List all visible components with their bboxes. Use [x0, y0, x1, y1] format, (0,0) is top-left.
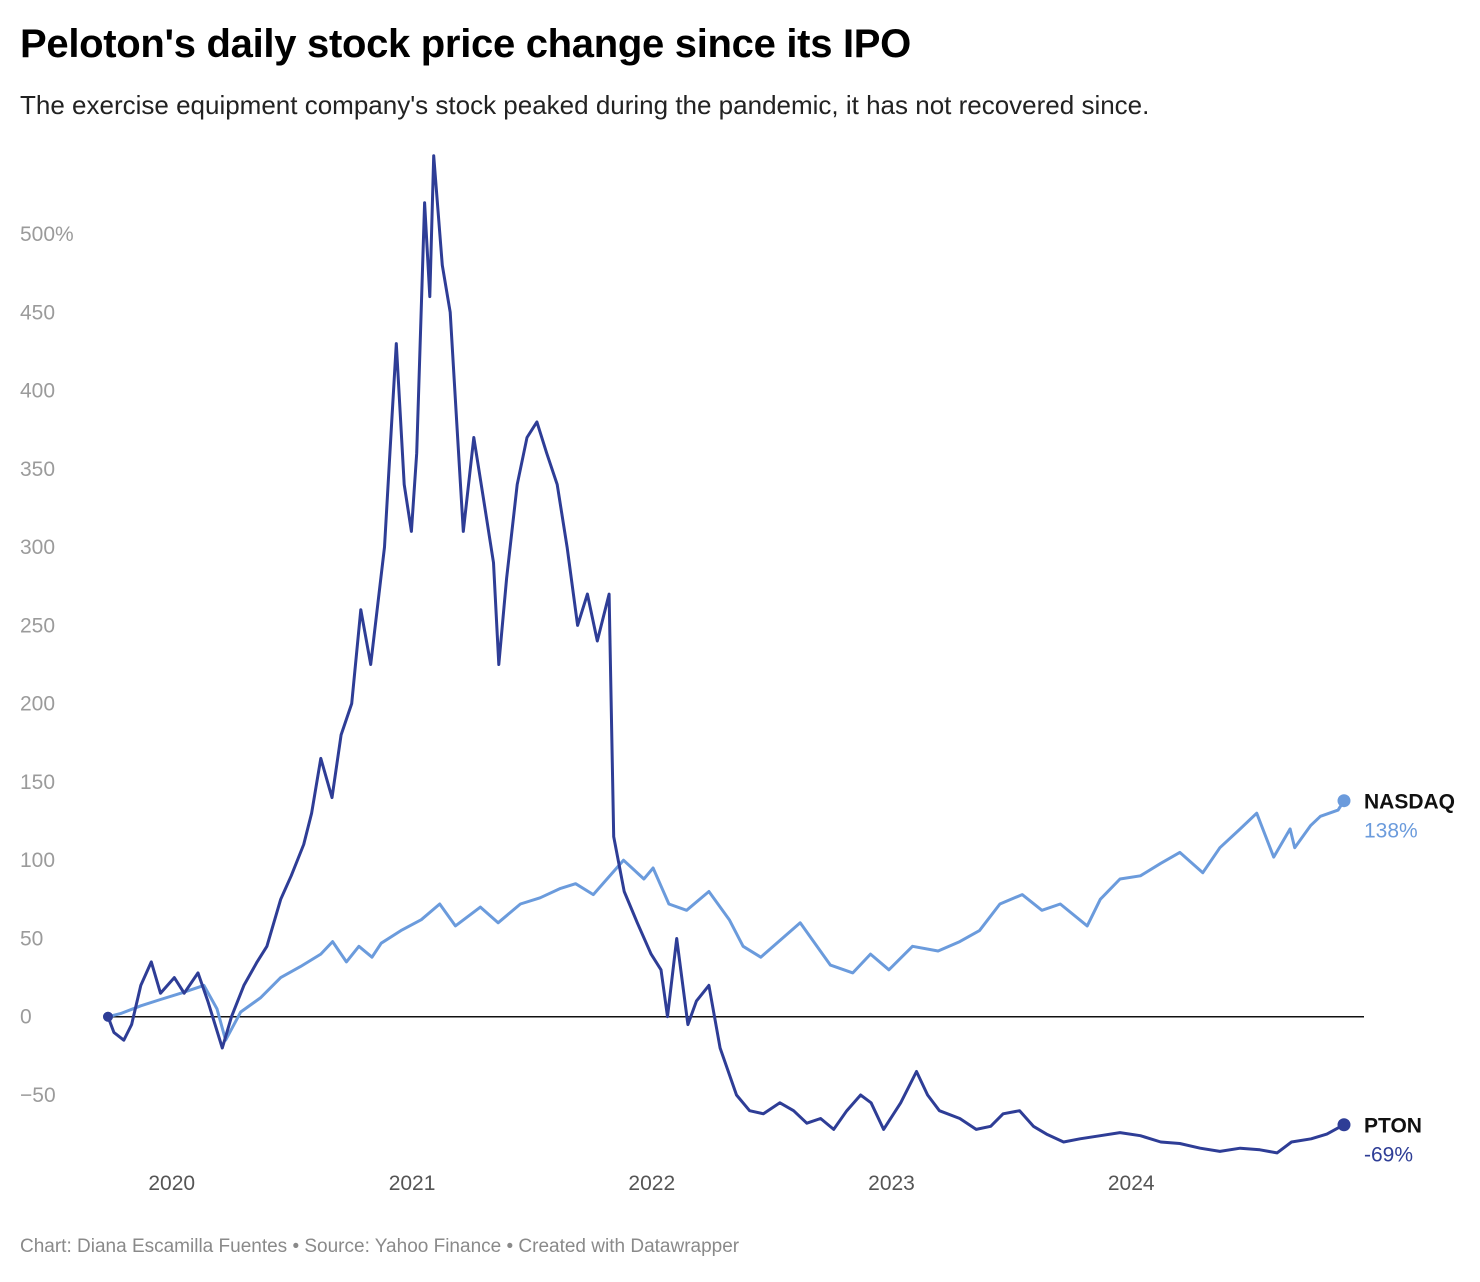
y-tick-label: −50 [20, 1084, 56, 1107]
series-name-label-pton: PTON [1364, 1115, 1422, 1138]
chart-title: Peloton's daily stock price change since… [20, 22, 911, 66]
y-tick-label: 400 [20, 380, 55, 403]
y-tick-label: 300 [20, 536, 55, 559]
x-tick-label: 2021 [389, 1172, 436, 1195]
series-end-value-pton: -69% [1364, 1144, 1413, 1167]
y-tick-label: 250 [20, 614, 55, 637]
y-tick-label: 450 [20, 301, 55, 324]
series-start-point-pton [103, 1011, 113, 1022]
series-end-point-nasdaq [1337, 794, 1351, 808]
chart-credit: Chart: Diana Escamilla Fuentes • Source:… [20, 1236, 740, 1257]
x-axis: 2020 2021 2022 2023 2024 [148, 1172, 1155, 1195]
series-end-point-pton [1337, 1118, 1351, 1132]
y-tick-label: 200 [20, 693, 55, 716]
y-tick-label: 50 [20, 927, 43, 950]
x-tick-label: 2023 [868, 1172, 915, 1195]
series-layer [103, 154, 1351, 1155]
y-tick-label: 150 [20, 771, 55, 794]
x-tick-label: 2022 [628, 1172, 675, 1195]
series-end-value-nasdaq: 138% [1364, 820, 1418, 843]
end-labels: NASDAQ 138% PTON -69% [1364, 791, 1455, 1167]
chart-subtitle: The exercise equipment company's stock p… [20, 90, 1150, 120]
x-tick-label: 2024 [1108, 1172, 1155, 1195]
series-line-pton [106, 154, 1345, 1155]
y-tick-label: 500% [20, 223, 74, 246]
y-axis: −50 0 50 100 150 200 250 300 350 400 450 500% [20, 223, 74, 1107]
x-tick-label: 2020 [148, 1172, 195, 1195]
series-name-label-nasdaq: NASDAQ [1364, 791, 1455, 814]
y-tick-label: 100 [20, 849, 55, 872]
y-tick-label: 350 [20, 458, 55, 481]
y-tick-label: 0 [20, 1006, 32, 1029]
series-line-nasdaq [107, 799, 1346, 1042]
